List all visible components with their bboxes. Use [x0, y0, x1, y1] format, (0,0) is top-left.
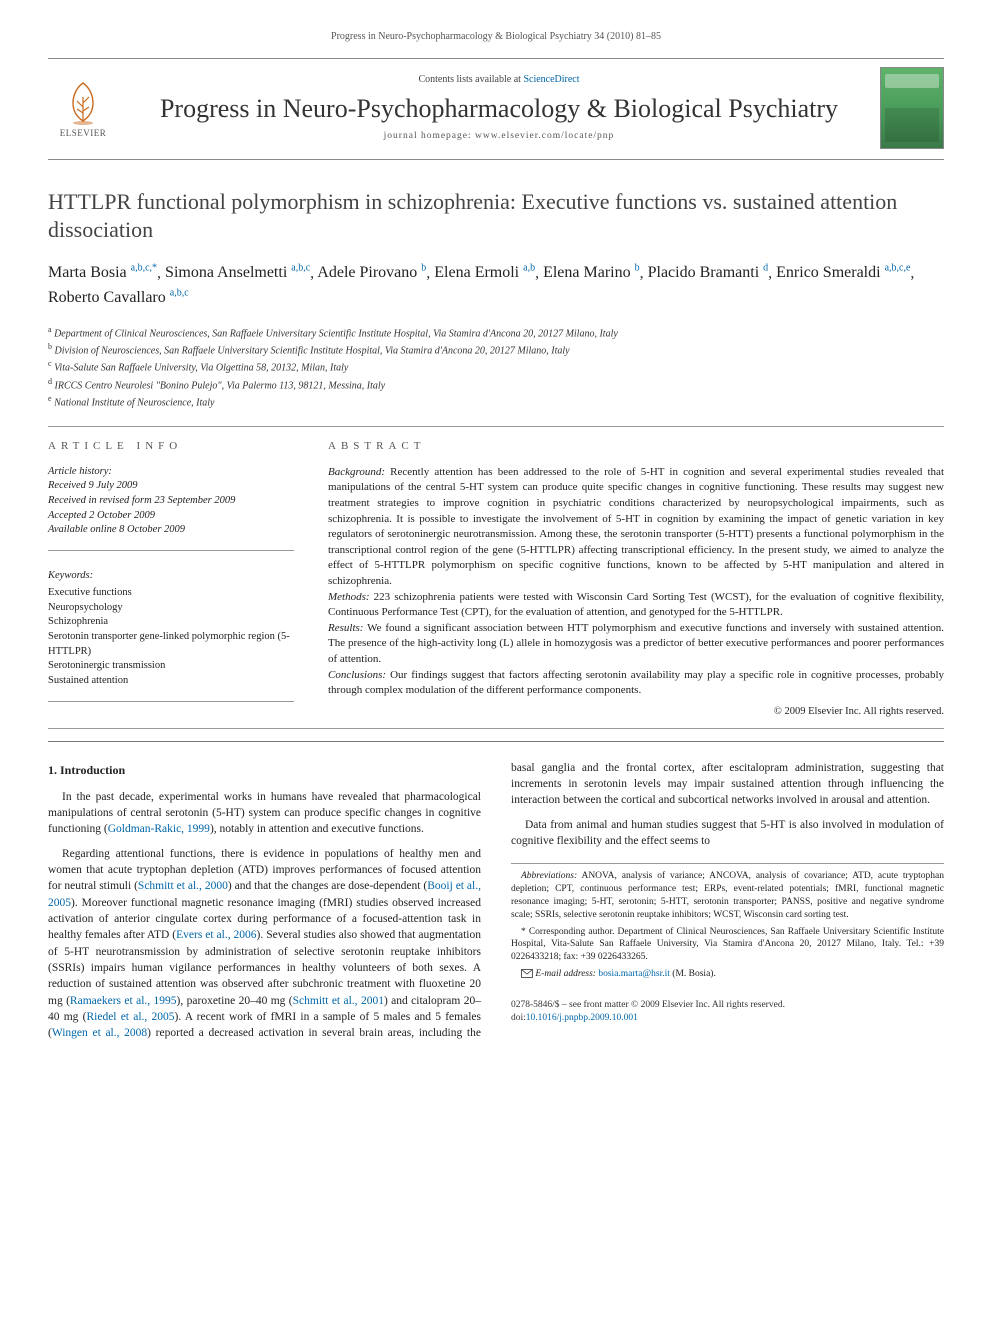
abstract-conclusions-label: Conclusions: [328, 669, 386, 681]
citation-link[interactable]: Wingen et al., 2008 [52, 1027, 147, 1039]
article-history: Article history: Received 9 July 2009 Re… [48, 465, 294, 551]
contents-prefix: Contents lists available at [418, 74, 523, 85]
footnotes: Abbreviations: ANOVA, analysis of varian… [511, 863, 944, 981]
corresponding-author-note: * Corresponding author. Department of Cl… [511, 926, 944, 964]
abstract-results: We found a significant association betwe… [328, 622, 944, 665]
keywords: Keywords: Executive functionsNeuropsycho… [48, 569, 294, 702]
sciencedirect-link[interactable]: ScienceDirect [523, 74, 579, 85]
affiliation: e National Institute of Neuroscience, It… [48, 393, 944, 410]
history-label: Article history: [48, 465, 294, 480]
publisher-label: ELSEVIER [60, 127, 107, 140]
citation-link[interactable]: Riedel et al., 2005 [86, 1011, 174, 1023]
abbreviations-note: Abbreviations: ANOVA, analysis of varian… [511, 870, 944, 921]
affiliation-list: a Department of Clinical Neurosciences, … [48, 324, 944, 411]
author: Placido Bramanti d [648, 264, 769, 281]
info-abstract-row: article info Article history: Received 9… [48, 439, 944, 719]
section-heading-introduction: 1. Introduction [48, 762, 481, 779]
article-info-column: article info Article history: Received 9… [48, 439, 294, 719]
doi-link[interactable]: 10.1016/j.pnpbp.2009.10.001 [526, 1013, 638, 1023]
divider [48, 426, 944, 427]
doi-prefix: doi: [511, 1013, 526, 1023]
keyword: Sustained attention [48, 674, 294, 689]
running-head: Progress in Neuro-Psychopharmacology & B… [48, 30, 944, 44]
author-list: Marta Bosia a,b,c,*, Simona Anselmetti a… [48, 261, 944, 310]
history-received: Received 9 July 2009 [48, 479, 294, 494]
body-paragraph: In the past decade, experimental works i… [48, 789, 481, 838]
mail-icon [521, 969, 533, 978]
page-root: Progress in Neuro-Psychopharmacology & B… [0, 0, 992, 1062]
abstract-results-label: Results: [328, 622, 363, 634]
email-who: (M. Bosia). [670, 969, 716, 979]
affiliation: b Division of Neurosciences, San Raffael… [48, 341, 944, 358]
abstract-background: Recently attention has been addressed to… [328, 466, 944, 587]
history-accepted: Accepted 2 October 2009 [48, 509, 294, 524]
citation-link[interactable]: Schmitt et al., 2001 [293, 995, 384, 1007]
abstract-body: Background: Recently attention has been … [328, 465, 944, 720]
publisher-logo: ELSEVIER [48, 73, 118, 143]
keyword: Serotonin transporter gene-linked polymo… [48, 630, 294, 659]
author: Roberto Cavallaro a,b,c [48, 289, 189, 306]
abbreviations-label: Abbreviations: [521, 871, 577, 881]
keyword: Schizophrenia [48, 615, 294, 630]
contents-available-line: Contents lists available at ScienceDirec… [134, 73, 864, 87]
email-note: E-mail address: bosia.marta@hsr.it (M. B… [511, 968, 944, 981]
affiliation: c Vita-Salute San Raffaele University, V… [48, 358, 944, 375]
masthead: ELSEVIER Contents lists available at Sci… [48, 58, 944, 160]
history-online: Available online 8 October 2009 [48, 523, 294, 538]
abstract-column: abstract Background: Recently attention … [328, 439, 944, 719]
email-label: E-mail address: [535, 969, 596, 979]
article-title: HTTLPR functional polymorphism in schizo… [48, 188, 944, 243]
keywords-label: Keywords: [48, 569, 294, 584]
page-footer: 0278-5846/$ – see front matter © 2009 El… [511, 999, 944, 1026]
divider [48, 728, 944, 729]
journal-homepage-line: journal homepage: www.elsevier.com/locat… [134, 130, 864, 143]
author: Marta Bosia a,b,c,* [48, 264, 157, 281]
journal-title: Progress in Neuro-Psychopharmacology & B… [134, 93, 864, 124]
masthead-center: Contents lists available at ScienceDirec… [134, 73, 864, 143]
front-matter-line: 0278-5846/$ – see front matter © 2009 El… [511, 999, 944, 1012]
abstract-conclusions: Our findings suggest that factors affect… [328, 669, 944, 697]
abstract-methods: 223 schizophrenia patients were tested w… [328, 591, 944, 619]
citation-link[interactable]: Ramaekers et al., 1995 [70, 995, 177, 1007]
citation-link[interactable]: Goldman-Rakic, 1999 [108, 823, 210, 835]
keyword: Executive functions [48, 586, 294, 601]
author: Elena Ermoli a,b [434, 264, 535, 281]
body-paragraph: Data from animal and human studies sugge… [511, 817, 944, 850]
article-info-heading: article info [48, 439, 294, 454]
citation-link[interactable]: Schmitt et al., 2000 [138, 880, 228, 892]
keyword: Serotoninergic transmission [48, 659, 294, 674]
abstract-background-label: Background: [328, 466, 385, 478]
divider-heavy [48, 741, 944, 742]
affiliation: a Department of Clinical Neurosciences, … [48, 324, 944, 341]
citation-link[interactable]: Evers et al., 2006 [176, 929, 256, 941]
journal-cover-thumbnail [880, 67, 944, 149]
body-text: ), paroxetine 20–40 mg ( [177, 995, 293, 1007]
homepage-url[interactable]: www.elsevier.com/locate/pnp [475, 131, 614, 141]
author: Enrico Smeraldi a,b,c,e [776, 264, 910, 281]
body-text: Data from animal and human studies sugge… [511, 819, 944, 847]
abstract-heading: abstract [328, 439, 944, 454]
abstract-methods-label: Methods: [328, 591, 370, 603]
body-text: ) and that the changes are dose-dependen… [228, 880, 427, 892]
email-link[interactable]: bosia.marta@hsr.it [598, 969, 670, 979]
keyword: Neuropsychology [48, 601, 294, 616]
affiliation: d IRCCS Centro Neurolesi "Bonino Pulejo"… [48, 376, 944, 393]
article-body: 1. Introduction In the past decade, expe… [48, 760, 944, 1042]
author: Simona Anselmetti a,b,c [165, 264, 310, 281]
author: Elena Marino b [543, 264, 640, 281]
body-text: ), notably in attention and executive fu… [210, 823, 424, 835]
elsevier-tree-icon [59, 77, 107, 125]
abstract-copyright: © 2009 Elsevier Inc. All rights reserved… [328, 705, 944, 720]
doi-line: doi:10.1016/j.pnpbp.2009.10.001 [511, 1012, 944, 1025]
homepage-prefix: journal homepage: [384, 131, 475, 141]
history-revised: Received in revised form 23 September 20… [48, 494, 294, 509]
author: Adele Pirovano b [317, 264, 426, 281]
